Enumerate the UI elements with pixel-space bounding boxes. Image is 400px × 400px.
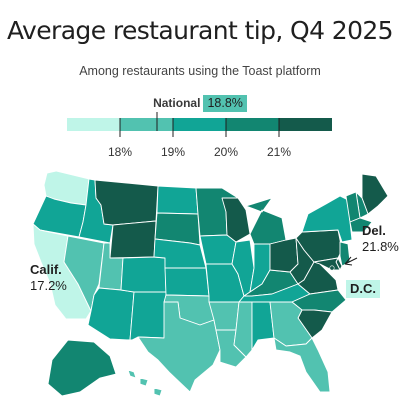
- state-ma: [349, 217, 373, 233]
- legend-bin-1: [67, 118, 120, 131]
- legend-bin-3: [173, 118, 226, 131]
- chart-title: Average restaurant tip, Q4 2025: [7, 16, 394, 45]
- state-hi: [127, 369, 163, 397]
- state-wi: [221, 197, 251, 243]
- callout-delaware: Del. 21.8%: [362, 223, 399, 255]
- state-az: [87, 287, 135, 341]
- dc-marker: [329, 265, 335, 271]
- state-al: [251, 301, 275, 351]
- callout-dc: D.C.: [346, 280, 380, 298]
- delaware-leader-line: [344, 257, 358, 265]
- legend-tick-label: 20%: [214, 145, 238, 159]
- legend-bin-4: [226, 118, 279, 131]
- state-nm: [129, 291, 167, 341]
- legend-tick-label: 21%: [267, 145, 291, 159]
- callout-delaware-name: Del.: [362, 223, 386, 238]
- callout-california: Calif. 17.2%: [30, 262, 67, 294]
- state-nd: [156, 185, 199, 215]
- legend-bin-5: [279, 118, 332, 131]
- callout-california-value: 17.2%: [30, 278, 67, 293]
- state-ia: [199, 234, 237, 265]
- callout-california-name: Calif.: [30, 262, 62, 277]
- legend-tick-label: 18%: [108, 145, 132, 159]
- national-average: National 18.8%: [0, 95, 400, 112]
- state-mi: [245, 197, 287, 245]
- national-value-badge: 18.8%: [203, 95, 247, 112]
- state-oh: [269, 237, 299, 273]
- chart-subtitle: Among restaurants using the Toast platfo…: [79, 64, 321, 78]
- state-co: [120, 256, 167, 293]
- state-wy: [109, 220, 157, 259]
- callout-delaware-value: 21.8%: [362, 239, 399, 254]
- state-fl: [273, 337, 331, 393]
- state-ak: [47, 339, 117, 397]
- legend-tick-label: 19%: [161, 145, 185, 159]
- national-label: National: [153, 96, 201, 110]
- legend-bin-2: [120, 118, 173, 131]
- state-mt: [94, 179, 159, 226]
- delaware-leader-arrow: [344, 256, 353, 266]
- state-ks: [164, 267, 210, 297]
- color-legend: 18% 19% 20% 21%: [67, 112, 332, 159]
- state-tx: [137, 301, 221, 393]
